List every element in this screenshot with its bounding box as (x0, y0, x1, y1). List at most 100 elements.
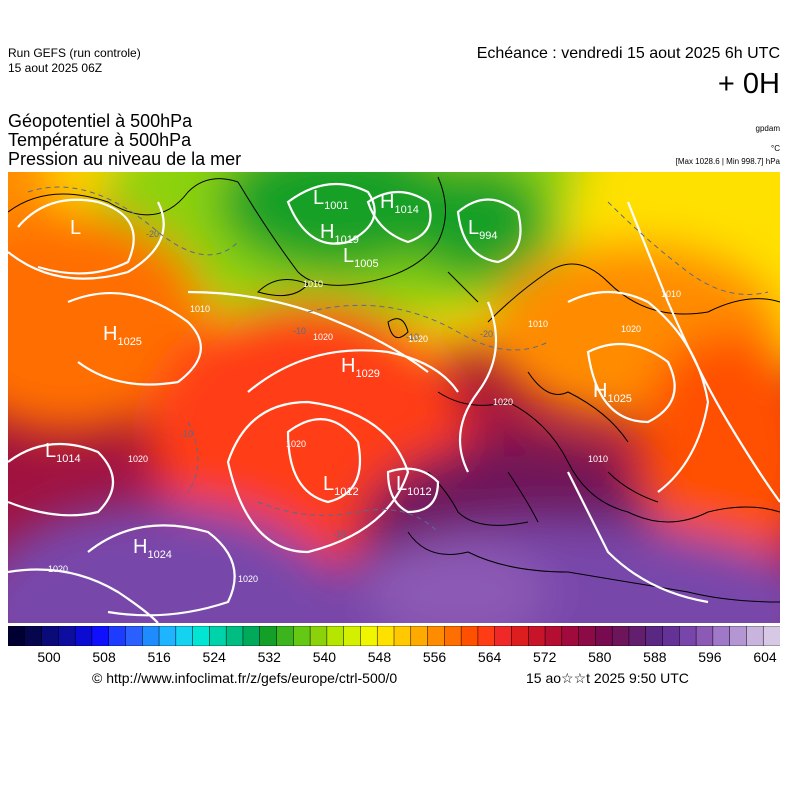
colorbar-swatch (326, 626, 345, 646)
isotherm-label: -10 (333, 529, 346, 539)
run-date: 15 aout 2025 06Z (8, 61, 103, 75)
colorbar-swatch (293, 626, 311, 646)
colorbar-tick-label: 556 (422, 649, 447, 665)
pressure-center-label: H1025 (103, 323, 142, 348)
colorbar-tick-label: 580 (588, 649, 612, 665)
unit-temperature: °C (771, 144, 780, 153)
generation-time: 15 ao☆☆t 2025 9:50 UTC (526, 670, 689, 686)
coastlines (8, 176, 780, 603)
isobars (8, 182, 780, 623)
colorbar-swatch (578, 626, 597, 646)
colorbar-swatch (444, 626, 462, 646)
isotherm-label: -20 (146, 229, 159, 239)
pressure-center-label: L1014 (45, 440, 81, 465)
colorbar-swatch (360, 626, 378, 646)
isotherm-label: -10 (293, 326, 306, 336)
validity-time: Echéance : vendredi 15 aout 2025 6h UTC (476, 45, 780, 62)
colorbar-swatch (376, 626, 395, 646)
isotherms (27, 186, 769, 533)
pressure-center-label: L1012 (323, 473, 359, 498)
colorbar-swatch (142, 626, 160, 646)
colorbar-tick-label: 540 (312, 649, 337, 665)
colorbar-swatch (225, 626, 244, 646)
colorbar-tick-label: 516 (147, 649, 171, 665)
colorbar (8, 626, 780, 646)
isotherm-label: -10 (180, 429, 193, 439)
isobar-label: 1010 (661, 289, 681, 299)
unit-geopotential: gpdam (755, 124, 780, 133)
colorbar-swatch (712, 626, 731, 646)
colorbar-swatch (427, 626, 446, 646)
colorbar-swatch (74, 626, 93, 646)
colorbar-swatch (477, 626, 496, 646)
colorbar-tick-label: 524 (202, 649, 226, 665)
isobar-label: 1020 (48, 564, 68, 574)
colorbar-swatch (746, 626, 764, 646)
colorbar-swatch (511, 626, 530, 646)
colorbar-swatch (192, 626, 211, 646)
pressure-center-label: L (70, 217, 81, 239)
isobar-labels: 1010 1010 1010 1020 1020 1020 1010 1020 1010 1020… (48, 279, 681, 584)
isobar-label: 1020 (286, 439, 306, 449)
colorbar-swatch (695, 626, 714, 646)
colorbar-swatch (460, 626, 479, 646)
pressure-center-label: H1014 (380, 191, 419, 216)
colorbar-swatch (259, 626, 278, 646)
pressure-center-label: L1012 (396, 473, 432, 498)
colorbar-swatch (91, 626, 110, 646)
colorbar-swatch (645, 626, 664, 646)
isobar-label: 1010 (303, 279, 323, 289)
colorbar-swatch (544, 626, 563, 646)
pressure-center-label: L994 (468, 217, 497, 242)
isobar-label: 1010 (528, 319, 548, 329)
colorbar-swatch (8, 626, 26, 646)
title-pressure: Pression au niveau de la mer (8, 149, 242, 169)
isobar-label: 1020 (621, 324, 641, 334)
pressure-center-label: L1001 (313, 187, 349, 212)
isobar-label: 1020 (408, 334, 428, 344)
colorbar-swatch (309, 626, 328, 646)
colorbar-swatch (175, 626, 194, 646)
colorbar-tick-label: 564 (477, 649, 502, 665)
colorbar-swatch (595, 626, 613, 646)
isobar-label: 1020 (313, 332, 333, 342)
pressure-center-label: H1025 (593, 380, 632, 405)
colorbar-swatch (762, 626, 780, 646)
colorbar-swatch (24, 626, 43, 646)
colorbar-swatch (528, 626, 546, 646)
isotherm-label: -20 (480, 329, 493, 339)
colorbar-swatch (276, 626, 295, 646)
copyright-url: © http://www.infoclimat.fr/z/gefs/europe… (92, 670, 398, 686)
colorbar-tick-label: 588 (643, 649, 667, 665)
pressure-center-label: H1019 (320, 221, 359, 246)
colorbar-tick-label: 572 (533, 649, 557, 665)
colorbar-swatch (108, 626, 127, 646)
isotherm-labels: -20 -20 -10 -10 -10 -10 (146, 229, 493, 539)
colorbar-swatch (679, 626, 697, 646)
colorbar-swatch (125, 626, 144, 646)
pressure-center-label: L1005 (343, 245, 379, 270)
unit-pressure: [Max 1028.6 | Min 998.7] hPa (675, 157, 780, 166)
colorbar-swatch (242, 626, 261, 646)
run-label: Run GEFS (run controle) (8, 46, 141, 60)
title-temperature: Température à 500hPa (8, 130, 192, 150)
colorbar-tick-label: 596 (698, 649, 722, 665)
isotherm-label: -10 (406, 332, 419, 342)
colorbar-tick-label: 500 (37, 649, 61, 665)
colorbar-swatch (393, 626, 412, 646)
colorbar-swatch (158, 626, 177, 646)
colorbar-swatch (561, 626, 580, 646)
isobar-label: 1020 (238, 574, 258, 584)
isobar-label: 1020 (128, 454, 148, 464)
isobar-label: 1020 (493, 397, 513, 407)
title-geopotential: Géopotentiel à 500hPa (8, 111, 193, 131)
colorbar-swatch (662, 626, 681, 646)
geopotential-field (8, 172, 780, 623)
isobar-label: 1010 (588, 454, 608, 464)
colorbar-tick-label: 548 (367, 649, 392, 665)
colorbar-swatch (410, 626, 429, 646)
colorbar-swatch (58, 626, 76, 646)
colorbar-swatch (41, 626, 60, 646)
